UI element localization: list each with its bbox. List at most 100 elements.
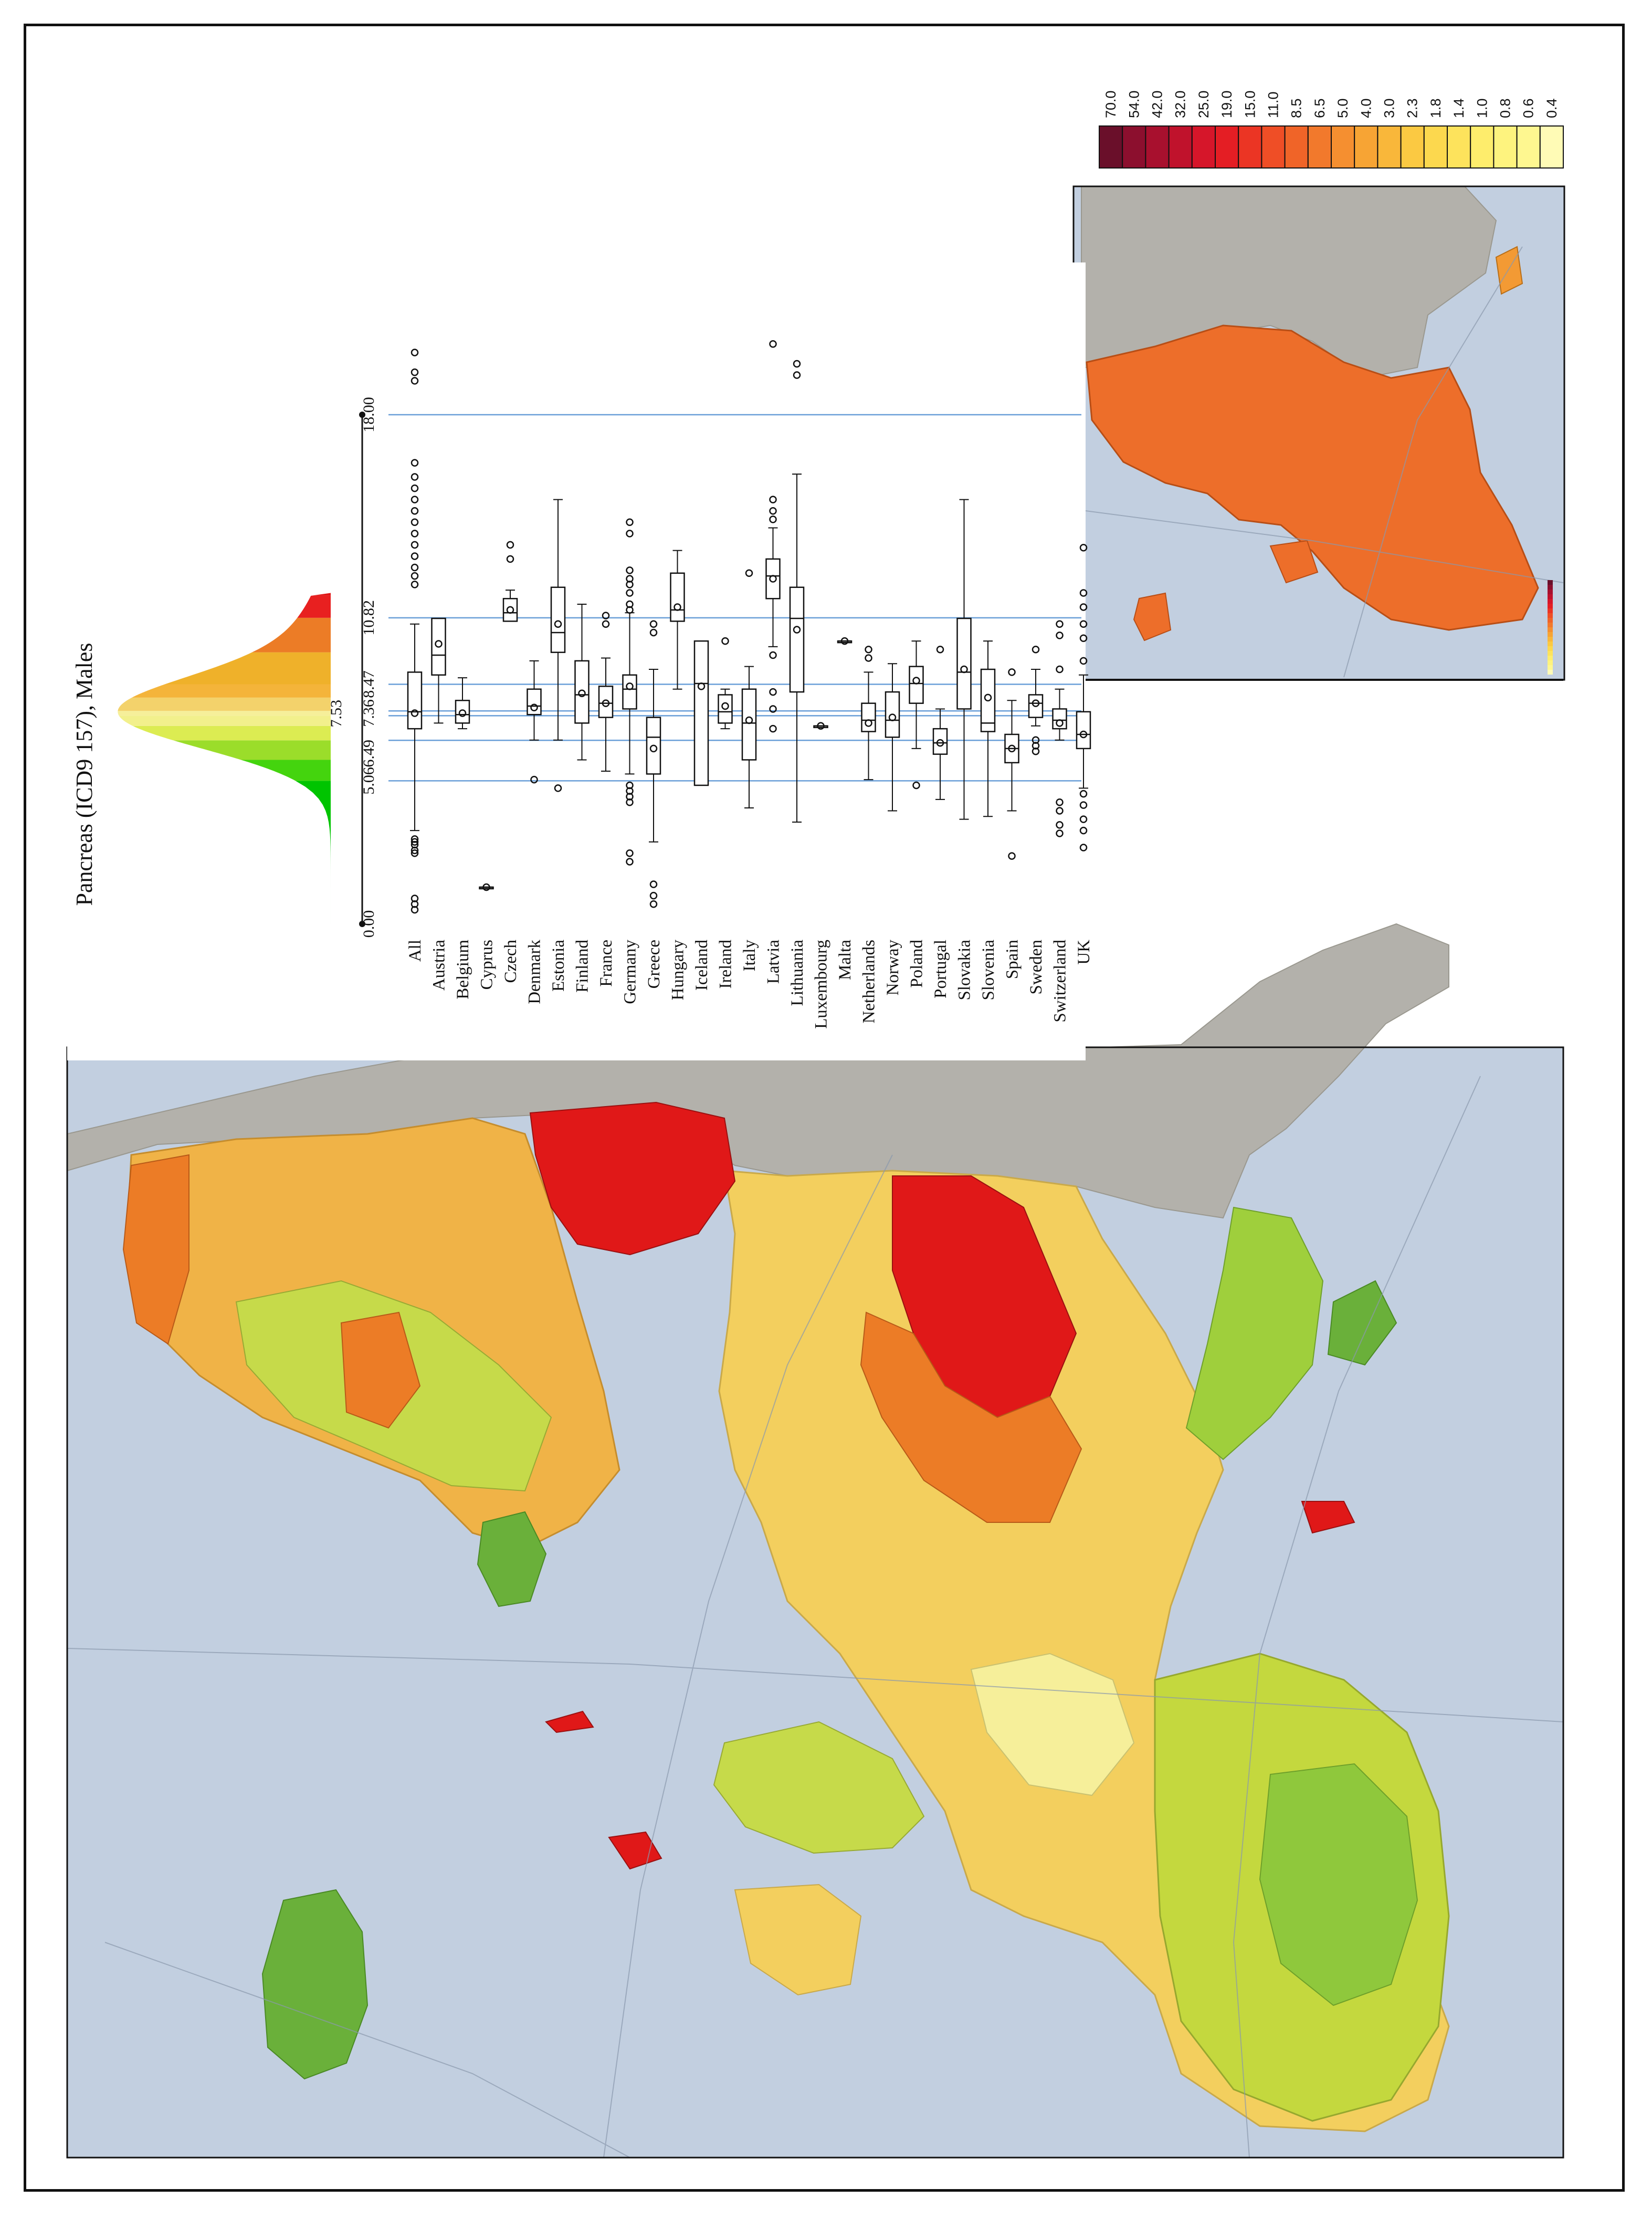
- legend-label: 2.3: [1405, 98, 1420, 118]
- outlier-point: [411, 552, 419, 560]
- country-labels: All Austria Belgium Cyprus Czech Denmark Eston…: [406, 940, 1093, 1029]
- inset-mini-legend: [1548, 580, 1553, 675]
- country-label: Slovakia: [955, 940, 974, 1001]
- box-slovenia: [980, 640, 996, 817]
- box-ireland: [718, 637, 733, 730]
- outlier-point: [626, 781, 634, 790]
- country-label: Poland: [908, 940, 927, 988]
- legend-label: 1.4: [1451, 98, 1467, 118]
- box-belgium: [455, 677, 470, 730]
- outlier-point: [1008, 852, 1016, 860]
- legend-swatch: [1400, 125, 1425, 169]
- legend-label: 42.0: [1150, 90, 1165, 118]
- density-band: [118, 711, 331, 716]
- box-mean: [960, 665, 968, 674]
- box-austria: [431, 617, 446, 724]
- box-mean: [506, 606, 514, 614]
- box-mean: [1056, 719, 1064, 727]
- inset-legend-swatch: [1548, 608, 1553, 613]
- box-iqr: [574, 660, 590, 724]
- box-iqr: [765, 558, 781, 600]
- legend-label: 25.0: [1196, 90, 1212, 118]
- country-label: Italy: [740, 940, 759, 972]
- box-mean: [1008, 744, 1016, 753]
- outlier-point: [769, 705, 777, 713]
- legend-label: 3.0: [1382, 98, 1397, 118]
- outlier-point: [411, 563, 419, 572]
- outlier-point: [411, 496, 419, 503]
- legend-label: 4.0: [1358, 98, 1374, 118]
- box-iqr: [455, 700, 470, 724]
- outlier-point: [411, 541, 419, 549]
- outlier-point: [769, 688, 777, 696]
- outlier-point: [626, 858, 634, 866]
- outlier-point: [769, 724, 777, 733]
- outlier-point: [411, 530, 419, 538]
- outlier-point: [649, 891, 658, 900]
- box-finland: [574, 604, 590, 761]
- inset-legend-swatch: [1548, 618, 1553, 623]
- country-label: Netherlands: [860, 940, 879, 1023]
- country-label: All: [406, 940, 425, 962]
- box-mean: [840, 637, 849, 645]
- box-iqr: [550, 586, 566, 653]
- outlier-point: [721, 637, 729, 645]
- outlier-point: [411, 459, 419, 467]
- main-map-land-southeast: [1259, 1763, 1418, 2006]
- box-lithuania: [789, 360, 805, 823]
- outlier-point: [554, 784, 562, 792]
- legend-swatch: [1284, 125, 1309, 169]
- outlier-point: [411, 849, 419, 857]
- box-hungary: [670, 550, 685, 690]
- box-mean: [602, 699, 610, 707]
- legend-label: 0.4: [1544, 98, 1560, 118]
- outlier-point: [649, 620, 658, 628]
- box-slovakia: [956, 499, 972, 820]
- main-map-island-sw: [477, 1511, 547, 1607]
- outlier-point: [1056, 665, 1064, 674]
- outlier-point: [506, 541, 514, 549]
- box-iqr: [909, 666, 924, 704]
- outlier-point: [602, 620, 610, 628]
- outlier-point: [411, 835, 419, 843]
- inset-legend-swatch: [1548, 623, 1553, 627]
- box-mean: [769, 575, 777, 583]
- chart-title: Pancreas (ICD9 157), Males: [71, 643, 97, 906]
- outlier-point: [411, 368, 419, 376]
- main-map-island-east-red: [1301, 1501, 1355, 1534]
- outlier-point: [1056, 620, 1064, 628]
- box-iqr: [741, 688, 757, 761]
- density-band: [297, 595, 331, 618]
- outlier-point: [912, 781, 920, 790]
- country-label: Austria: [430, 940, 449, 991]
- outlier-point: [745, 569, 753, 577]
- legend-swatch: [1099, 125, 1123, 169]
- outlier-point: [1056, 632, 1064, 639]
- box-sweden: [1028, 646, 1044, 755]
- outlier-point: [626, 575, 634, 583]
- legend-swatch: [1191, 125, 1216, 169]
- country-label: Greece: [645, 940, 664, 988]
- inset-legend-swatch: [1548, 656, 1553, 660]
- box-iqr: [407, 671, 423, 730]
- outlier-point: [1079, 657, 1088, 665]
- legend-label: 1.8: [1428, 98, 1444, 118]
- outlier-point: [769, 507, 777, 515]
- axis-end-dot: [359, 412, 365, 418]
- box-mean: [865, 719, 872, 727]
- outlier-point: [1032, 646, 1040, 654]
- inset-legend-swatch: [1548, 604, 1553, 608]
- box-france: [598, 612, 614, 772]
- outlier-point: [1056, 821, 1064, 829]
- legend-swatch: [1215, 125, 1239, 169]
- outlier-point: [411, 838, 419, 846]
- box-switzerland: [1052, 620, 1067, 837]
- density-band: [311, 593, 331, 596]
- outlier-point: [411, 473, 419, 481]
- outlier-point: [411, 377, 419, 385]
- main-map-island-ireland: [261, 1889, 369, 2080]
- legend-label: 8.5: [1289, 98, 1304, 118]
- main-map-land-east-orange: [860, 1311, 1082, 1523]
- box-mean: [482, 883, 490, 891]
